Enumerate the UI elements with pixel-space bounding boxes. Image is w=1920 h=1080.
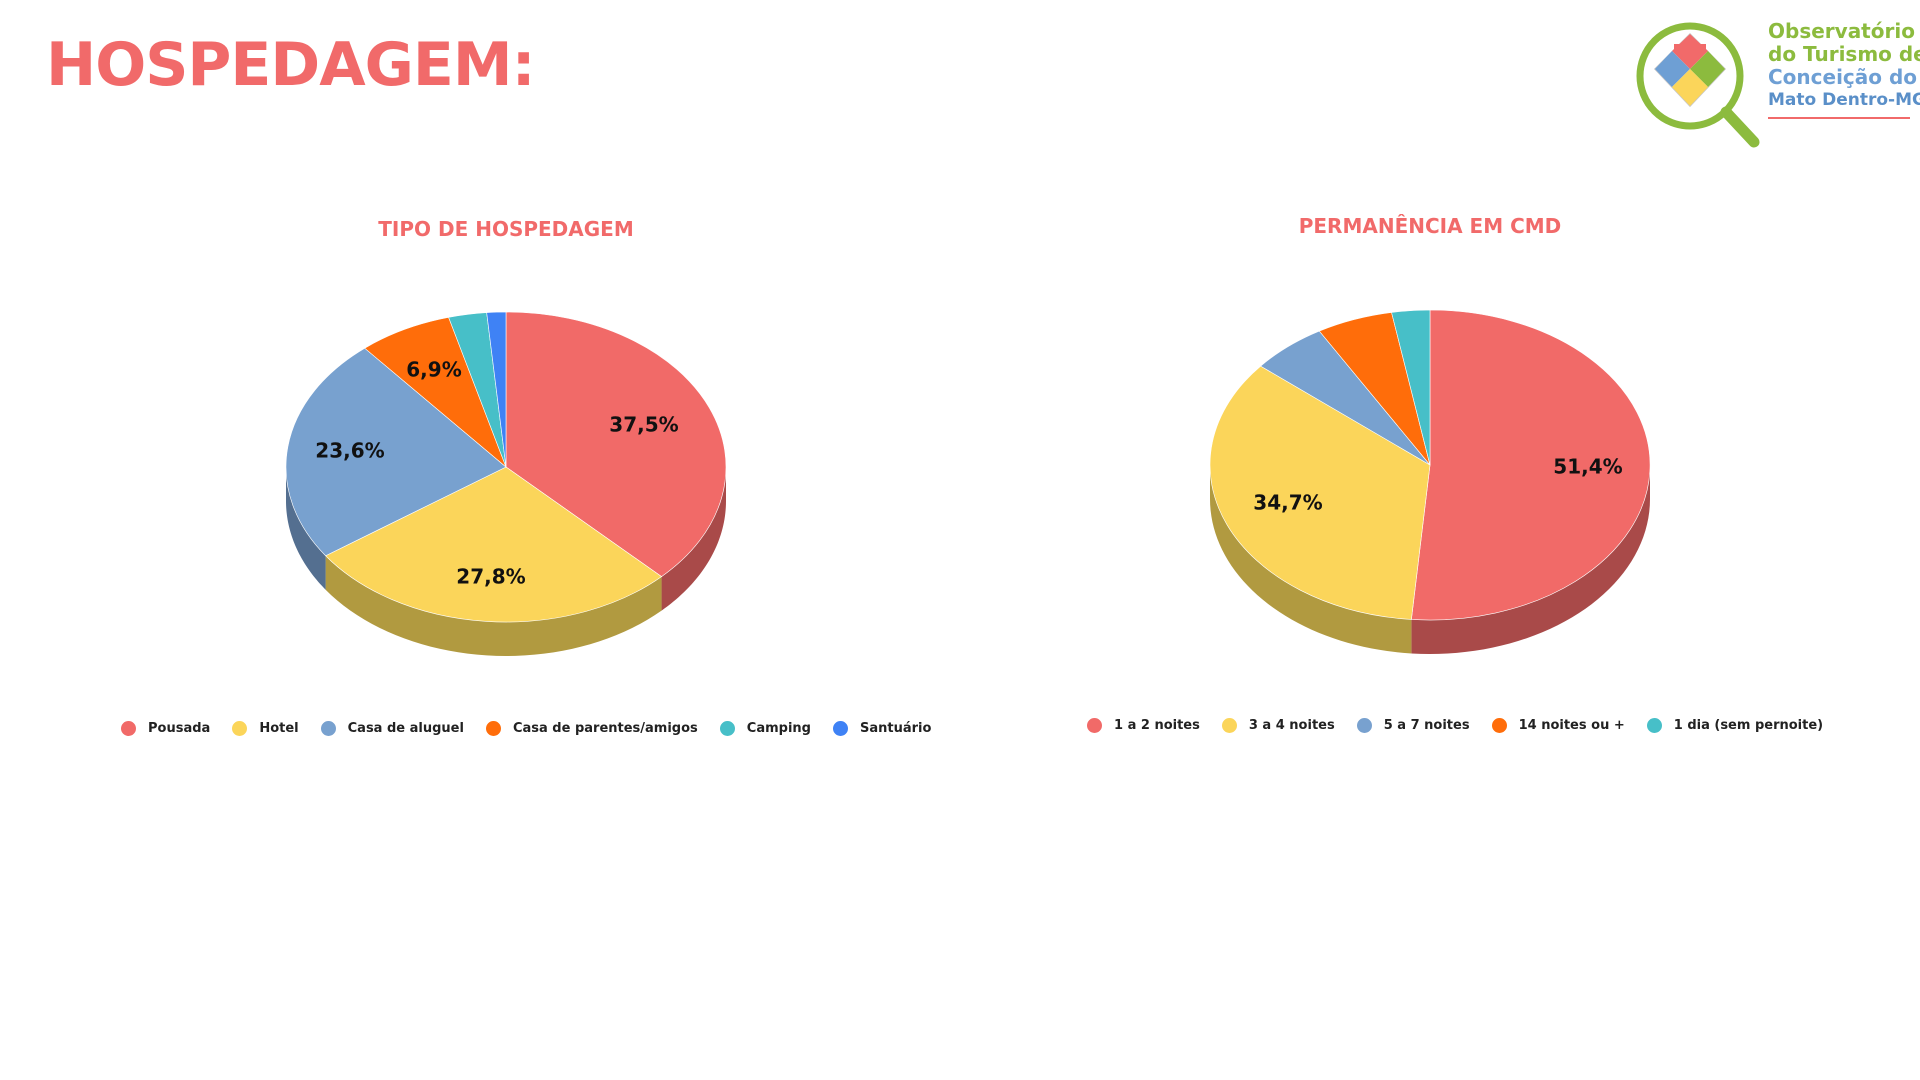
pie-data-label: 6,9% [406, 358, 461, 382]
magnifier-logo-icon [1636, 22, 1760, 148]
legend-label: Camping [746, 721, 811, 736]
legend-swatch [719, 721, 735, 736]
legend-swatch [320, 721, 336, 736]
legend-item[interactable]: 3 a 4 noites [1221, 718, 1335, 733]
legend-item[interactable]: 1 dia (sem pernoite) [1646, 718, 1824, 733]
pie-slice-1-a-2-noites[interactable] [1411, 309, 1651, 621]
legend-swatch [1221, 718, 1237, 733]
pie-slice-pousada[interactable] [505, 311, 727, 577]
chart-title-permanencia: PERMANÊNCIA EM CMD [1298, 214, 1562, 238]
pie-side-3-a-4-noites [1210, 465, 1412, 654]
pie-slice-hotel[interactable] [325, 466, 663, 623]
legend-swatch [485, 721, 501, 736]
legend-swatch [1356, 718, 1372, 733]
legend-label: 1 dia (sem pernoite) [1673, 718, 1824, 733]
legend-label: Casa de parentes/amigos [512, 721, 698, 736]
legend-item[interactable]: Casa de aluguel [320, 721, 464, 736]
legend-swatch [1646, 718, 1662, 733]
logo-line: Observatório [1768, 19, 1915, 43]
legend-label: 14 noites ou + [1518, 718, 1625, 733]
legend-item[interactable]: Casa de parentes/amigos [485, 721, 698, 736]
legend-item[interactable]: Hotel [232, 721, 299, 736]
legend-swatch [1491, 718, 1507, 733]
legend-tipo-hospedagem: Pousada Hotel Casa de aluguel Casa de paren… [121, 721, 953, 736]
pie-slice-1-dia-sem-pernoite-[interactable] [1391, 309, 1431, 466]
legend-swatch [832, 721, 848, 736]
legend-item[interactable]: Camping [719, 721, 811, 736]
legend-swatch [121, 721, 136, 736]
legend-label: 1 a 2 noites [1114, 718, 1200, 733]
logo-text: Observatório do Turismo de Conceição do … [1768, 20, 1920, 112]
legend-item[interactable]: Santuário [832, 721, 932, 736]
pie-side-hotel [325, 555, 662, 656]
page-title: HOSPEDAGEM: [46, 30, 536, 100]
logo-underline [1768, 117, 1910, 119]
legend-item[interactable]: Pousada [121, 721, 210, 736]
pie-side-pousada [661, 467, 726, 611]
pie-data-label: 37,5% [609, 413, 678, 437]
legend-label: Hotel [259, 721, 299, 736]
legend-swatch [232, 721, 248, 736]
legend-item[interactable]: 5 a 7 noites [1356, 718, 1470, 733]
logo-line: Mato Dentro-MG [1768, 90, 1920, 110]
pie-slice-casa-de-aluguel[interactable] [285, 347, 507, 557]
legend-item[interactable]: 14 noites ou + [1491, 718, 1625, 733]
pie-side-1-a-2-noites [1411, 465, 1650, 654]
pie-slice-santu-rio[interactable] [486, 311, 507, 468]
pie-data-label: 34,7% [1253, 491, 1322, 515]
legend-swatch [1087, 718, 1102, 733]
logo-line: do Turismo de [1768, 42, 1920, 66]
logo-line: Conceição do [1768, 65, 1918, 89]
legend-permanencia: 1 a 2 noites 3 a 4 noites 5 a 7 noites 14 n… [1087, 718, 1845, 733]
pie-data-label: 51,4% [1553, 455, 1622, 479]
pie-chart-tipo-hospedagem: 37,5% 27,8% 23,6% 6,9% [285, 311, 727, 656]
pie-slice-3-a-4-noites[interactable] [1209, 365, 1431, 620]
legend-label: 3 a 4 noites [1248, 718, 1335, 733]
chart-title-tipo-hospedagem: TIPO DE HOSPEDAGEM [378, 217, 634, 241]
pie-side-casa-de-aluguel [286, 467, 326, 590]
legend-label: Santuário [859, 721, 932, 736]
legend-label: Pousada [148, 721, 211, 736]
pie-chart-permanencia: 51,4% 34,7% [1209, 309, 1651, 654]
pie-data-label: 23,6% [315, 439, 384, 463]
legend-item[interactable]: 1 a 2 noites [1087, 718, 1200, 733]
pie-data-label: 27,8% [456, 565, 525, 589]
legend-label: 5 a 7 noites [1383, 718, 1470, 733]
legend-label: Casa de aluguel [347, 721, 464, 736]
observatory-logo: Observatório do Turismo de Conceição do … [1628, 14, 1920, 154]
